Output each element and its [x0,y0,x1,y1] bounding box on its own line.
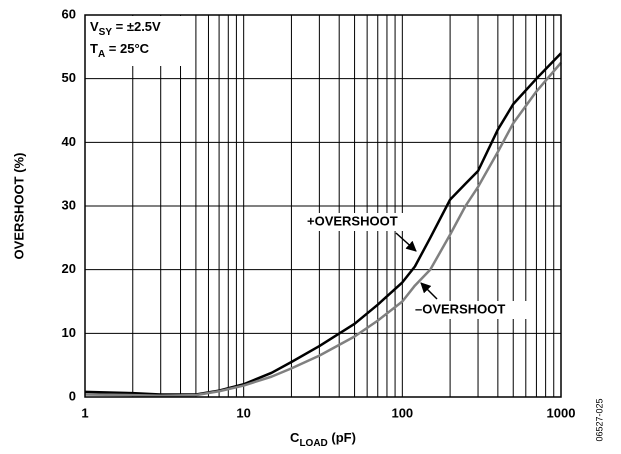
x-tick-label: 1000 [547,405,576,420]
y-tick-label: 50 [62,70,76,85]
x-label-rest: (pF) [328,430,356,445]
series-line [84,61,562,397]
annotation-box [304,213,424,231]
x-label-sub: LOAD [299,438,327,449]
condition-rest: = 25°C [105,41,149,56]
y-tick-label: 40 [62,134,76,149]
y-tick-label: 60 [62,6,76,21]
annotation-arrow [395,232,417,252]
condition-sub: SY [99,27,113,38]
condition-main: V [90,19,99,34]
y-tick-label: 20 [62,261,76,276]
x-tick-label: 100 [391,405,413,420]
x-tick-label: 1 [81,405,88,420]
figure-id: 06527-025 [594,398,604,441]
x-axis-label: CLOAD (pF) [290,430,356,448]
condition-main: T [90,41,98,56]
y-axis-label: OVERSHOOT (%) [11,153,26,260]
grid [84,14,562,398]
y-tick-label: 10 [62,325,76,340]
condition: VSY = ±2.5V [90,19,161,37]
annotation: –OVERSHOOT [415,301,505,316]
annotation-box [413,301,529,319]
condition: TA = 25°C [90,41,150,59]
condition-box [86,16,184,66]
condition-sub: A [98,49,105,60]
y-tick-label: 0 [69,388,76,403]
x-tick-label: 10 [236,405,250,420]
y-tick-label: 30 [62,197,76,212]
annotation: +OVERSHOOT [307,213,398,228]
lines [84,52,562,397]
plot-frame [84,14,562,398]
annotation-arrow [420,282,438,300]
condition-rest: = ±2.5V [112,19,161,34]
x-label-main: C [290,430,300,445]
